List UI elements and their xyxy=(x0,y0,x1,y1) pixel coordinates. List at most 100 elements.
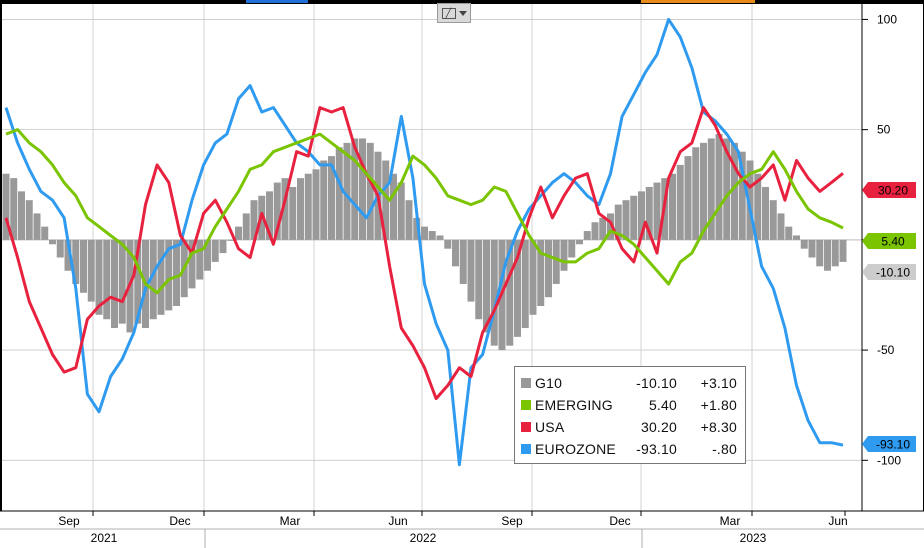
y-tick-label: -100 xyxy=(877,453,901,467)
legend-row-emerging: EMERGING 5.40 +1.80 xyxy=(521,394,739,416)
x-month-label: Dec xyxy=(609,514,630,528)
g10-bar xyxy=(521,239,529,329)
g10-bar xyxy=(684,156,692,240)
g10-bar xyxy=(692,147,700,240)
g10-bar xyxy=(421,226,428,240)
series-lines xyxy=(4,17,844,467)
y-axis-panel xyxy=(862,4,923,511)
y-tick-label: 50 xyxy=(877,123,891,137)
end-value-labels: 30.20 5.40 -10.10 -93.10 xyxy=(862,182,916,452)
g10-bar xyxy=(638,191,645,240)
g10-bar xyxy=(552,239,560,284)
x-year-label: 2021 xyxy=(91,531,118,545)
x-month-label: Mar xyxy=(720,514,741,528)
legend-swatch xyxy=(521,422,531,432)
g10-bar xyxy=(273,182,281,240)
g10-bar xyxy=(591,222,599,240)
x-axis: Sep Dec Mar Jun Sep Dec Mar Jun 2021 2022 2023 xyxy=(0,510,924,548)
g10-bar xyxy=(335,147,343,240)
g10-bar xyxy=(18,191,25,240)
g10-bar xyxy=(614,204,622,240)
legend-series-value: -10.10 xyxy=(636,375,677,391)
g10-bar xyxy=(64,239,72,271)
end-label-text: 5.40 xyxy=(881,235,905,249)
g10-bar xyxy=(490,239,498,346)
end-label-text: 30.20 xyxy=(878,184,908,198)
x-month-label: Sep xyxy=(58,514,80,528)
g10-bar xyxy=(111,239,118,329)
legend-swatch xyxy=(521,400,531,410)
g10-bar xyxy=(25,200,33,240)
end-label-box xyxy=(862,233,916,249)
g10-bar xyxy=(483,239,490,333)
g10-bar xyxy=(95,239,103,315)
g10-bar xyxy=(304,173,312,240)
legend-row-usa: USA 30.20 +8.30 xyxy=(521,416,739,438)
g10-bar xyxy=(630,195,638,240)
g10-bar xyxy=(576,239,583,245)
g10-bar xyxy=(762,186,769,240)
g10-bar xyxy=(351,138,359,240)
g10-bar xyxy=(777,213,785,240)
g10-bar xyxy=(669,173,676,240)
g10-bar xyxy=(250,200,258,240)
x-month-label: Sep xyxy=(501,514,523,528)
g10-bar xyxy=(297,178,304,240)
g10-bar xyxy=(583,231,591,240)
g10-bar xyxy=(707,138,715,240)
g10-bar xyxy=(514,239,521,337)
g10-bar xyxy=(41,226,49,240)
g10-bar xyxy=(397,182,405,240)
x-month-label: Dec xyxy=(169,514,190,528)
g10-bar xyxy=(428,231,436,240)
g10-bar xyxy=(134,239,142,324)
legend-series-change: -.80 xyxy=(712,441,737,457)
g10-bar xyxy=(785,226,793,240)
g10-bar xyxy=(793,235,800,240)
g10-bar xyxy=(289,186,297,240)
legend: G10 -10.10 +3.10 EMERGING 5.40 +1.80 USA… xyxy=(514,366,746,464)
g10-bar xyxy=(444,239,452,249)
g10-bar xyxy=(56,239,64,258)
g10-bar xyxy=(723,138,731,240)
legend-series-value: 30.20 xyxy=(640,419,677,435)
g10-bar xyxy=(10,178,18,240)
g10-bar xyxy=(529,239,537,315)
g10-bar xyxy=(560,239,568,271)
g10-bar xyxy=(645,186,653,240)
legend-swatch xyxy=(521,444,531,454)
y-tick-label: -50 xyxy=(877,343,895,357)
g10-bar xyxy=(436,235,444,240)
g10-bar xyxy=(266,191,273,240)
g10-bar xyxy=(359,138,366,240)
g10-bar xyxy=(320,160,328,240)
series-line-emerging xyxy=(5,128,844,295)
g10-bar xyxy=(568,239,576,258)
x-year-label: 2022 xyxy=(410,531,437,545)
g10-bar xyxy=(599,217,607,240)
legend-series-name: EUROZONE xyxy=(535,441,616,457)
y-tick-label: 100 xyxy=(877,12,897,26)
g10-bar xyxy=(769,200,777,240)
legend-row-g10: G10 -10.10 +3.10 xyxy=(521,372,739,394)
x-month-label: Jun xyxy=(388,514,407,528)
end-label-text: -93.10 xyxy=(876,438,910,452)
g10-bar xyxy=(738,151,746,240)
end-label-text: -10.10 xyxy=(876,266,910,280)
end-label-box xyxy=(862,264,916,280)
g10-bar xyxy=(413,217,421,240)
line-chart-icon: ╱ xyxy=(441,7,456,19)
legend-series-name: EMERGING xyxy=(535,397,613,413)
x-axis-panel xyxy=(0,511,924,548)
g10-bar xyxy=(149,239,157,320)
caret-down-icon xyxy=(458,10,467,16)
chart-type-button[interactable]: ╱ xyxy=(437,3,471,23)
legend-series-name: G10 xyxy=(535,375,563,391)
g10-bar xyxy=(173,239,180,306)
g10-bar xyxy=(80,239,87,293)
g10-bar xyxy=(676,164,684,240)
g10-bar xyxy=(312,169,320,240)
g10-bar xyxy=(328,156,335,240)
g10-bar xyxy=(839,239,847,262)
